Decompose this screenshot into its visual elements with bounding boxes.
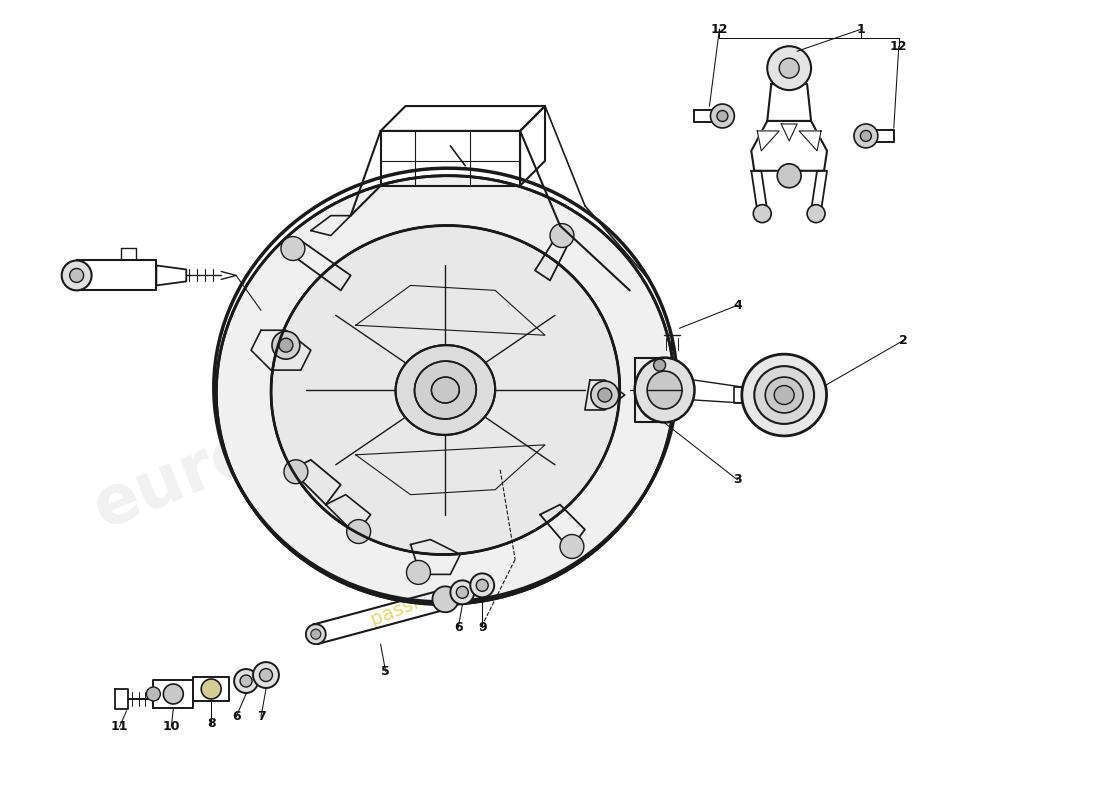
Text: 8: 8	[207, 718, 216, 730]
Polygon shape	[757, 131, 779, 151]
Circle shape	[560, 534, 584, 558]
Ellipse shape	[774, 386, 794, 405]
Ellipse shape	[635, 358, 694, 422]
Ellipse shape	[396, 345, 495, 435]
Circle shape	[311, 630, 321, 639]
Circle shape	[779, 58, 799, 78]
Circle shape	[550, 224, 574, 247]
Circle shape	[260, 669, 273, 682]
Text: 4: 4	[733, 299, 741, 312]
Circle shape	[854, 124, 878, 148]
Circle shape	[778, 164, 801, 188]
Text: 12: 12	[890, 40, 908, 53]
Circle shape	[69, 269, 84, 282]
Ellipse shape	[306, 624, 326, 644]
Text: 2: 2	[900, 334, 909, 346]
Text: 6: 6	[454, 621, 463, 634]
Ellipse shape	[415, 361, 476, 419]
Circle shape	[807, 205, 825, 222]
Circle shape	[717, 110, 728, 122]
Ellipse shape	[741, 354, 826, 436]
Circle shape	[456, 586, 469, 598]
Ellipse shape	[271, 226, 619, 554]
Ellipse shape	[647, 371, 682, 409]
Circle shape	[597, 388, 612, 402]
Circle shape	[240, 675, 252, 687]
Circle shape	[346, 519, 371, 543]
Circle shape	[407, 561, 430, 584]
Circle shape	[284, 460, 308, 484]
Text: 7: 7	[256, 710, 265, 723]
Circle shape	[280, 237, 305, 261]
Circle shape	[471, 574, 494, 598]
Text: 12: 12	[711, 22, 728, 36]
Circle shape	[767, 46, 811, 90]
Ellipse shape	[755, 366, 814, 424]
Ellipse shape	[432, 586, 459, 612]
Circle shape	[711, 104, 735, 128]
Circle shape	[860, 130, 871, 142]
Text: 10: 10	[163, 720, 180, 734]
Circle shape	[279, 338, 293, 352]
Text: 6: 6	[232, 710, 241, 723]
Ellipse shape	[431, 377, 460, 403]
Text: 11: 11	[111, 720, 129, 734]
Text: eurocarparts: eurocarparts	[84, 298, 559, 542]
Circle shape	[450, 580, 474, 604]
Ellipse shape	[766, 377, 803, 413]
Polygon shape	[781, 124, 798, 141]
Ellipse shape	[217, 176, 674, 605]
Circle shape	[234, 669, 258, 693]
Circle shape	[62, 261, 91, 290]
Circle shape	[253, 662, 279, 688]
Text: passion for parts since 1985: passion for parts since 1985	[368, 509, 632, 630]
Circle shape	[653, 359, 666, 371]
Circle shape	[591, 381, 619, 409]
Circle shape	[163, 684, 184, 704]
Circle shape	[146, 687, 161, 701]
Circle shape	[272, 331, 300, 359]
Text: 3: 3	[733, 474, 741, 486]
Circle shape	[754, 205, 771, 222]
Text: 9: 9	[477, 621, 486, 634]
Text: 5: 5	[382, 665, 389, 678]
Polygon shape	[799, 131, 821, 151]
Circle shape	[476, 579, 488, 591]
Circle shape	[201, 679, 221, 699]
Text: 1: 1	[857, 22, 866, 36]
